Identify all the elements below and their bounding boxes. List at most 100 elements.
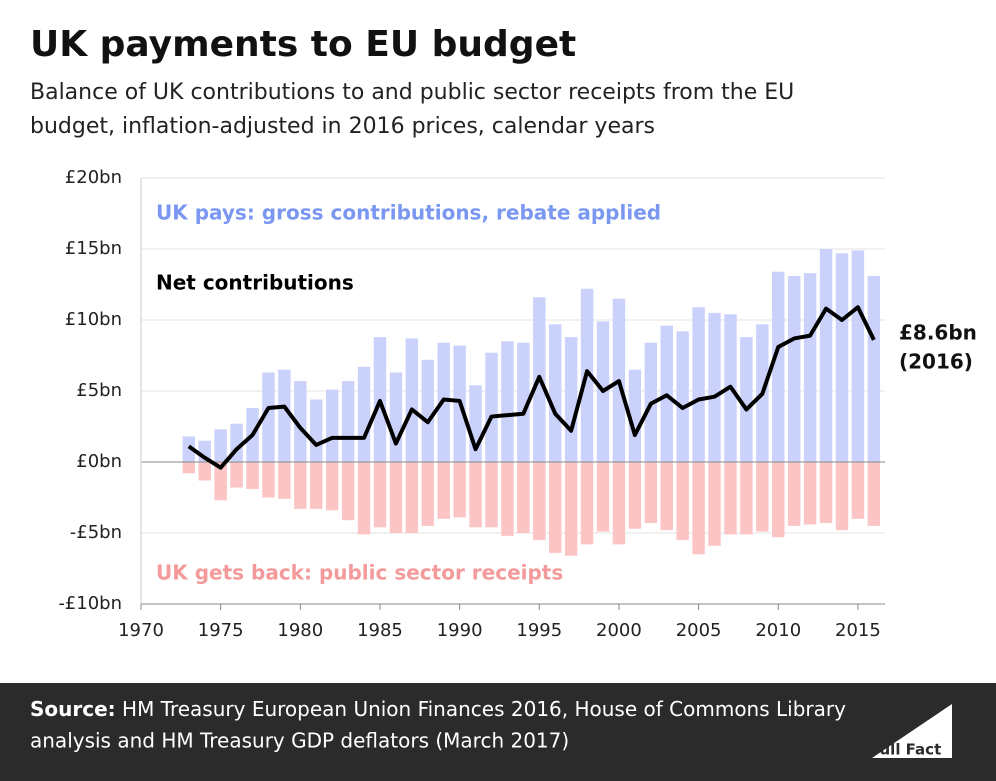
bar xyxy=(628,369,642,462)
x-tick-label: 1995 xyxy=(516,620,562,641)
bar xyxy=(867,462,881,526)
subtitle: Balance of UK contributions to and publi… xyxy=(30,80,794,105)
bar xyxy=(278,369,291,462)
y-tick-label: £0bn xyxy=(76,451,122,472)
bar xyxy=(278,462,291,499)
bar xyxy=(676,462,689,541)
bar xyxy=(708,312,721,462)
source: Source: HM Treasury European Union Finan… xyxy=(30,697,846,721)
bar xyxy=(485,352,498,462)
bar xyxy=(389,462,403,533)
logo-text: Full Fact xyxy=(870,741,941,759)
bar xyxy=(373,462,387,528)
line xyxy=(187,305,876,470)
bar xyxy=(485,462,498,528)
bar xyxy=(198,462,211,481)
bar xyxy=(724,462,737,535)
footer xyxy=(0,683,996,781)
bar xyxy=(692,462,705,555)
bar xyxy=(325,389,339,462)
series-label: Net contributions xyxy=(156,271,354,295)
bar xyxy=(756,462,769,532)
bar xyxy=(628,462,642,529)
y-tick-label: £15bn xyxy=(65,238,122,259)
y-tick-label: -£10bn xyxy=(58,593,122,614)
x-tick-label: 2015 xyxy=(835,620,881,641)
bar xyxy=(835,462,849,531)
chart-title: UK payments to EU budget xyxy=(30,24,576,65)
x-tick-label: 1975 xyxy=(198,620,244,641)
y-tick-label: £20bn xyxy=(65,167,122,188)
bar xyxy=(803,462,817,525)
bar xyxy=(819,462,833,524)
bar xyxy=(357,366,371,462)
bar xyxy=(596,462,610,532)
bar xyxy=(517,342,530,462)
bar xyxy=(469,462,482,528)
source-text: HM Treasury European Union Finances 2016… xyxy=(122,697,846,721)
bar xyxy=(612,462,626,545)
bar xyxy=(803,273,817,462)
bar xyxy=(772,462,785,538)
bar xyxy=(819,249,833,462)
bar xyxy=(660,462,673,531)
bar xyxy=(437,462,450,519)
bar xyxy=(421,462,434,526)
bar xyxy=(182,462,196,474)
bar xyxy=(294,462,307,509)
bar xyxy=(310,399,323,462)
x-tick-label: 2000 xyxy=(596,620,642,641)
bar xyxy=(310,462,323,509)
bar xyxy=(341,462,355,521)
x-tick-label: 1990 xyxy=(437,620,483,641)
bar xyxy=(851,462,865,519)
bar xyxy=(230,462,243,488)
bar xyxy=(867,275,881,462)
x-tick-label: 2010 xyxy=(755,620,801,641)
bar xyxy=(564,337,578,462)
y-tick-label: £10bn xyxy=(65,309,122,330)
source-text: analysis and HM Treasury GDP deflators (… xyxy=(30,729,569,753)
bar xyxy=(740,462,753,535)
bar xyxy=(389,372,403,462)
x-tick-label: 1970 xyxy=(118,620,164,641)
x-tick-label: 2005 xyxy=(676,620,722,641)
bar xyxy=(294,381,307,462)
bar xyxy=(501,462,514,536)
bar xyxy=(676,331,689,462)
y-tick-label: £5bn xyxy=(76,380,122,401)
bar xyxy=(246,462,259,489)
bar xyxy=(549,324,562,462)
bar xyxy=(692,307,705,462)
x-tick-label: 1985 xyxy=(357,620,403,641)
bar xyxy=(644,462,658,524)
bar xyxy=(262,462,275,498)
end-label: £8.6bn xyxy=(899,321,977,345)
bar xyxy=(533,462,546,541)
series-label: UK pays: gross contributions, rebate app… xyxy=(156,201,661,225)
bar xyxy=(564,462,578,556)
bar xyxy=(787,462,801,526)
bar xyxy=(325,462,339,511)
bar xyxy=(772,271,785,462)
bar xyxy=(357,462,371,535)
bar xyxy=(501,341,514,462)
series-label: UK gets back: public sector receipts xyxy=(156,561,563,585)
bar xyxy=(517,462,530,533)
bar xyxy=(182,436,196,462)
bar xyxy=(835,253,849,462)
bar xyxy=(214,462,227,501)
bar xyxy=(740,337,753,462)
bar xyxy=(787,275,801,462)
bar xyxy=(405,462,419,533)
bar xyxy=(453,462,466,518)
end-label: (2016) xyxy=(899,350,973,374)
bar xyxy=(580,462,594,545)
bar xyxy=(851,250,865,462)
subtitle: budget, inflation-adjusted in 2016 price… xyxy=(30,114,655,139)
bar xyxy=(341,381,355,462)
bar xyxy=(214,429,227,462)
source-label: Source: xyxy=(30,697,116,721)
bar xyxy=(421,359,434,462)
